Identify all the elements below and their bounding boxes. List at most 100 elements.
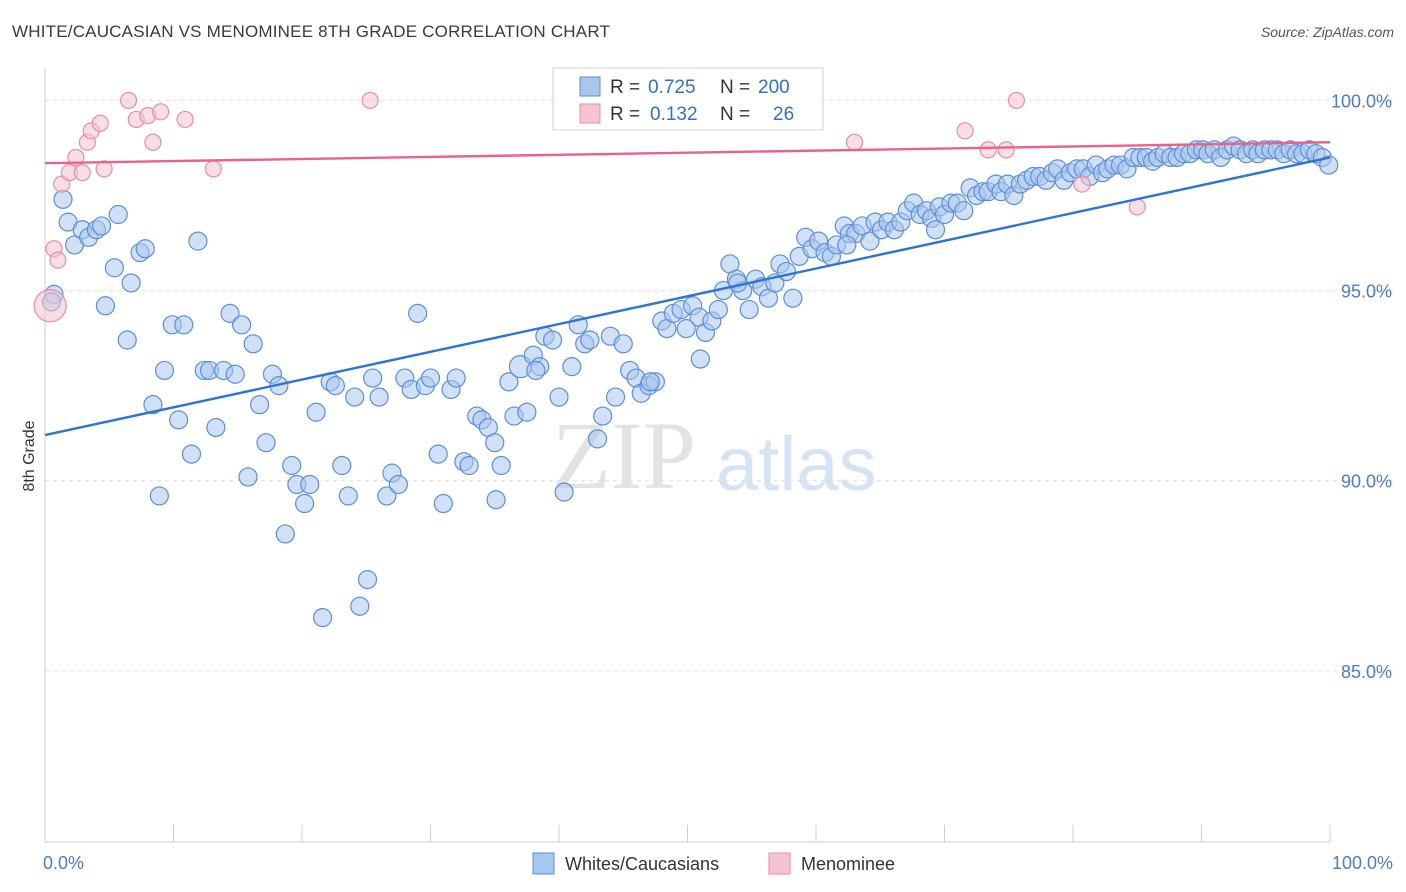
- point-whites: [542, 330, 563, 350]
- bottom-legend-swatch-whites: [532, 852, 555, 875]
- point-whites: [53, 189, 73, 209]
- point-whites: [232, 315, 252, 335]
- point-whites: [1319, 155, 1339, 175]
- point-whites: [860, 231, 880, 251]
- x-tick-label: 100.0%: [1332, 853, 1393, 873]
- series-legend: Whites/Caucasians Menominee: [532, 852, 895, 875]
- point-whites: [143, 395, 163, 415]
- point-whites: [783, 288, 803, 308]
- point-whites: [345, 387, 365, 407]
- y-tick-label: 85.0%: [1341, 662, 1392, 682]
- point-whites: [954, 201, 974, 221]
- point-whites: [225, 364, 245, 384]
- legend-n-value-whites: 200: [758, 77, 790, 98]
- point-whites: [837, 235, 857, 255]
- point-menominee: [361, 91, 379, 110]
- point-whites: [587, 429, 608, 449]
- point-menominee: [176, 110, 194, 129]
- legend-r-label-whites: R =: [610, 77, 640, 98]
- legend-n-value-menominee: 26: [773, 104, 794, 125]
- point-whites: [104, 258, 124, 278]
- point-whites: [95, 296, 115, 316]
- stats-legend: R = 0.725 N = 200 R = 0.132 N = 26: [552, 67, 824, 131]
- point-whites: [135, 239, 155, 259]
- point-menominee: [997, 141, 1015, 159]
- point-whites: [499, 372, 519, 392]
- point-whites: [108, 204, 128, 225]
- legend-r-label-menominee: R =: [610, 104, 640, 125]
- point-whites: [174, 315, 194, 335]
- bottom-legend-label-whites: Whites/Caucasians: [565, 854, 719, 874]
- point-whites: [350, 596, 370, 616]
- point-menominee: [73, 164, 91, 182]
- trend-line-menominee: [44, 141, 1331, 165]
- point-whites: [925, 220, 946, 240]
- bottom-legend-label-menominee: Menominee: [801, 854, 895, 874]
- point-menominee: [144, 133, 162, 151]
- point-whites: [181, 444, 202, 464]
- point-whites: [580, 330, 600, 350]
- point-whites: [154, 360, 175, 381]
- point-whites: [708, 299, 728, 320]
- y-tick-label: 95.0%: [1341, 282, 1392, 302]
- point-whites: [256, 433, 276, 453]
- point-whites: [377, 486, 397, 506]
- point-whites: [408, 303, 428, 323]
- point-whites: [486, 490, 506, 510]
- point-menominee: [956, 122, 974, 140]
- point-whites: [149, 486, 169, 506]
- point-whites: [306, 402, 326, 422]
- point-whites: [554, 482, 574, 502]
- point-whites: [446, 368, 466, 388]
- point-whites: [526, 360, 546, 381]
- point-whites: [776, 261, 797, 282]
- point-menominee: [95, 160, 113, 178]
- point-whites: [300, 474, 320, 495]
- point-whites: [363, 368, 383, 388]
- point-whites: [243, 334, 263, 354]
- chart-title: WHITE/CAUCASIAN VS MENOMINEE 8TH GRADE C…: [12, 22, 611, 41]
- y-tick-labels: 85.0% 90.0% 95.0% 100.0%: [1331, 91, 1392, 681]
- point-whites: [325, 376, 346, 396]
- point-menominee: [845, 133, 864, 151]
- point-menominee: [49, 251, 67, 269]
- bottom-legend-swatch-menominee: [768, 852, 791, 875]
- point-whites: [428, 444, 448, 464]
- point-whites: [593, 406, 613, 426]
- point-whites: [690, 349, 710, 369]
- source-label: Source: ZipAtlas.com: [1260, 24, 1394, 40]
- point-whites: [433, 493, 453, 514]
- point-whites: [220, 303, 240, 323]
- point-whites: [188, 231, 208, 251]
- point-whites: [169, 410, 189, 430]
- point-whites: [249, 395, 270, 415]
- point-whites: [517, 402, 537, 422]
- watermark-zip: ZIP: [552, 402, 696, 509]
- point-whites: [369, 387, 389, 407]
- point-whites: [332, 455, 352, 476]
- point-whites: [739, 299, 759, 320]
- point-whites: [459, 455, 479, 476]
- point-whites: [338, 486, 358, 506]
- point-whites: [420, 368, 441, 388]
- legend-r-value-menominee: 0.132: [650, 104, 698, 125]
- point-whites: [312, 608, 333, 628]
- legend-swatch-menominee: [579, 103, 601, 124]
- series-whites-points: [41, 136, 1339, 628]
- point-whites: [605, 387, 626, 407]
- x-tick-label: 0.0%: [43, 853, 84, 873]
- legend-r-value-whites: 0.725: [648, 77, 696, 98]
- point-whites: [549, 387, 569, 407]
- legend-n-label-whites: N =: [720, 77, 750, 98]
- point-whites: [388, 474, 408, 495]
- point-whites: [117, 330, 137, 350]
- y-tick-label: 90.0%: [1341, 472, 1392, 492]
- point-whites: [121, 273, 141, 293]
- trend-lines: [44, 141, 1331, 437]
- y-axis-label: 8th Grade: [21, 420, 38, 491]
- y-tick-label: 100.0%: [1331, 91, 1392, 111]
- point-whites: [294, 493, 315, 514]
- point-menominee: [1073, 175, 1091, 193]
- point-whites: [640, 372, 660, 392]
